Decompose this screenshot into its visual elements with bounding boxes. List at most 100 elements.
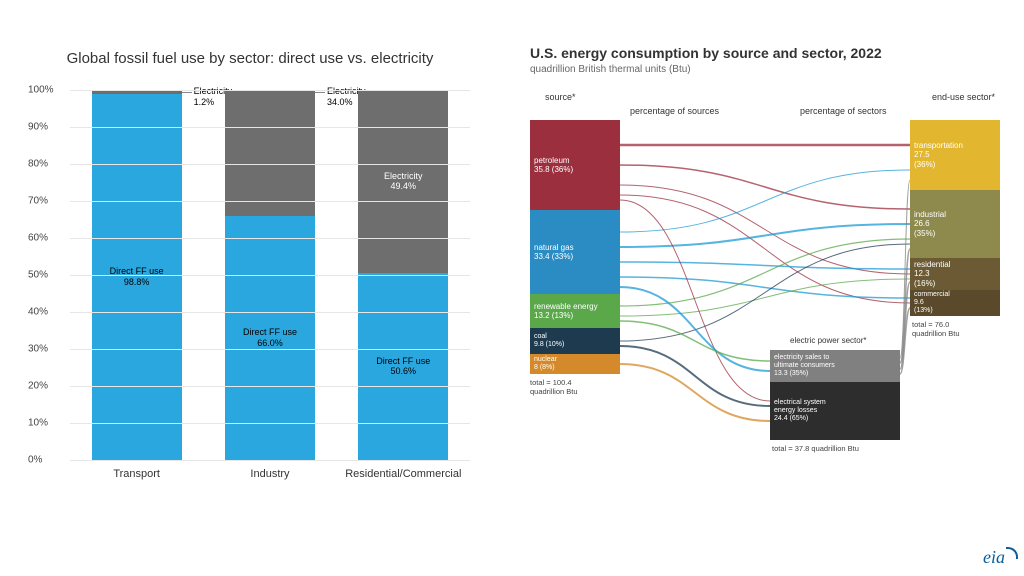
- electric-sales: electricity sales to ultimate consumers1…: [770, 350, 900, 382]
- x-axis-label: Industry: [250, 468, 289, 480]
- dst-value: 9.6(13%): [914, 299, 996, 315]
- y-tick-label: 100%: [28, 85, 54, 96]
- src-name: nuclear: [534, 356, 616, 364]
- sankey-title: U.S. energy consumption by source and se…: [530, 45, 882, 61]
- flow-line: [620, 346, 770, 406]
- pwr-value: 13.3 (35%): [774, 370, 896, 378]
- source-renewable: renewable energy13.2 (13%): [530, 294, 620, 328]
- src-name: petroleum: [534, 156, 616, 165]
- y-tick-label: 10%: [28, 418, 48, 429]
- flow-line: [620, 170, 910, 232]
- pwr-name: electricity sales to ultimate consumers: [774, 354, 896, 370]
- flow-line: [900, 249, 910, 363]
- y-tick-label: 80%: [28, 159, 48, 170]
- flow-line: [620, 200, 770, 401]
- eia-logo: eia: [983, 547, 1018, 568]
- y-tick-label: 20%: [28, 381, 48, 392]
- hdr-end-use: end-use sector*: [932, 92, 995, 102]
- leader-line: [315, 92, 325, 93]
- y-tick-label: 70%: [28, 196, 48, 207]
- src-value: 9.8 (10%): [534, 341, 616, 349]
- src-value: 13.2 (13%): [534, 311, 616, 320]
- leader-line: [182, 92, 192, 93]
- seg-label: Direct FF use98.8%: [110, 266, 164, 288]
- flow-line: [620, 287, 770, 371]
- sector-industrial: industrial26.6(35%): [910, 190, 1000, 258]
- src-name: natural gas: [534, 243, 616, 252]
- dst-value: 27.5(36%): [914, 150, 996, 168]
- seg-label: Direct FF use66.0%: [243, 327, 297, 349]
- gridline: [70, 349, 470, 350]
- src-name: renewable energy: [534, 302, 616, 311]
- src-value: 33.4 (33%): [534, 252, 616, 261]
- flow-line: [620, 262, 910, 269]
- segment-direct: Direct FF use50.6%: [358, 273, 448, 460]
- left-bar-chart: Global fossil fuel use by sector: direct…: [0, 0, 500, 576]
- gridline: [70, 275, 470, 276]
- gridline: [70, 460, 470, 461]
- y-tick-label: 40%: [28, 307, 48, 318]
- dst-total: total = 76.0 quadrillion Btu: [912, 320, 960, 338]
- source-coal: coal9.8 (10%): [530, 328, 620, 354]
- src-total: total = 100.4 quadrillion Btu: [530, 378, 578, 396]
- source-nuclear: nuclear8 (8%): [530, 354, 620, 374]
- hdr-source: source*: [545, 92, 576, 102]
- gridline: [70, 127, 470, 128]
- dst-value: 26.6(35%): [914, 219, 996, 237]
- src-value: 8 (8%): [534, 364, 616, 372]
- source-petroleum: petroleum35.8 (36%): [530, 120, 620, 210]
- gridline: [70, 201, 470, 202]
- x-axis-label: Residential/Commercial: [345, 468, 461, 480]
- flow-line: [620, 239, 910, 306]
- gridline: [70, 386, 470, 387]
- electric-losses: electrical system energy losses24.4 (65%…: [770, 382, 900, 440]
- x-axis-label: Transport: [113, 468, 160, 480]
- gridline: [70, 423, 470, 424]
- flow-line: [620, 185, 910, 274]
- segment-direct: Direct FF use98.8%: [92, 94, 182, 460]
- dst-name: commercial: [914, 291, 996, 299]
- left-plot-area: Direct FF use98.8%TransportElectricity1.…: [70, 90, 470, 460]
- y-tick-label: 50%: [28, 270, 48, 281]
- y-tick-label: 90%: [28, 122, 48, 133]
- dst-name: transportation: [914, 141, 996, 150]
- seg-label: Direct FF use50.6%: [376, 356, 430, 378]
- left-chart-title: Global fossil fuel use by sector: direct…: [0, 50, 500, 67]
- sector-residential: residential12.3(16%): [910, 258, 1000, 290]
- flow-line: [620, 244, 910, 341]
- flow-line: [620, 165, 910, 209]
- flow-line: [900, 180, 910, 358]
- segment-electricity: [225, 90, 315, 216]
- flow-line: [900, 308, 910, 374]
- pwr-header: electric power sector*: [790, 336, 866, 345]
- sector-commercial: commercial9.6(13%): [910, 290, 1000, 316]
- gridline: [70, 164, 470, 165]
- flow-line: [620, 321, 770, 361]
- gridline: [70, 312, 470, 313]
- right-sankey-chart: U.S. energy consumption by source and se…: [500, 0, 1024, 576]
- hdr-pct-sources: percentage of sources: [630, 106, 719, 116]
- dst-name: residential: [914, 260, 996, 269]
- source-natgas: natural gas33.4 (33%): [530, 210, 620, 294]
- flow-line: [620, 224, 910, 247]
- y-tick-label: 30%: [28, 344, 48, 355]
- gridline: [70, 238, 470, 239]
- flow-line: [620, 279, 910, 316]
- sector-transport: transportation27.5(36%): [910, 120, 1000, 190]
- pwr-total: total = 37.8 quadrillion Btu: [772, 444, 859, 453]
- gridline: [70, 90, 470, 91]
- y-tick-label: 0%: [28, 455, 42, 466]
- segment-electricity: Electricity49.4%: [358, 90, 448, 273]
- flow-line: [620, 277, 910, 298]
- y-tick-label: 60%: [28, 233, 48, 244]
- src-name: coal: [534, 333, 616, 341]
- flow-line: [900, 282, 910, 369]
- flow-line: [620, 364, 770, 421]
- hdr-pct-sectors: percentage of sectors: [800, 106, 887, 116]
- sankey-subtitle: quadrillion British thermal units (Btu): [530, 64, 691, 75]
- dst-name: industrial: [914, 210, 996, 219]
- pwr-value: 24.4 (65%): [774, 415, 896, 423]
- pwr-name: electrical system energy losses: [774, 399, 896, 415]
- src-value: 35.8 (36%): [534, 165, 616, 174]
- flow-line: [620, 195, 910, 303]
